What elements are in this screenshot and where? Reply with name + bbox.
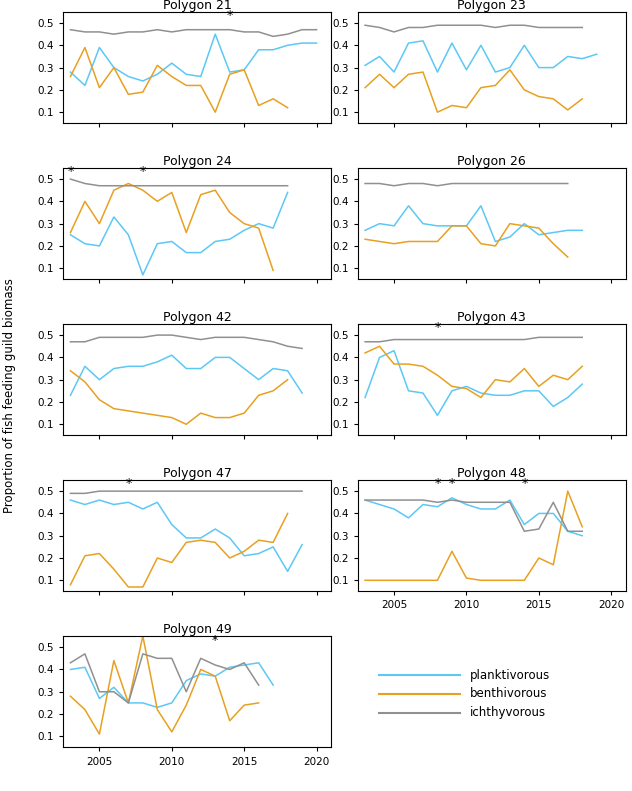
Text: *: *: [434, 478, 441, 490]
Text: *: *: [212, 634, 218, 646]
Title: Polygon 48: Polygon 48: [458, 467, 526, 480]
Title: Polygon 49: Polygon 49: [163, 623, 231, 636]
Text: *: *: [125, 478, 131, 490]
Text: *: *: [227, 9, 233, 22]
Title: Polygon 26: Polygon 26: [458, 155, 526, 168]
Text: planktivorous: planktivorous: [470, 668, 550, 682]
Title: Polygon 43: Polygon 43: [458, 311, 526, 324]
Title: Polygon 21: Polygon 21: [163, 0, 231, 12]
Text: benthivorous: benthivorous: [470, 687, 548, 701]
Title: Polygon 23: Polygon 23: [458, 0, 526, 12]
Title: Polygon 47: Polygon 47: [162, 467, 231, 480]
Text: *: *: [140, 165, 146, 179]
Text: *: *: [68, 165, 73, 179]
Title: Polygon 24: Polygon 24: [163, 155, 231, 168]
Text: ichthyvorous: ichthyvorous: [470, 706, 547, 720]
Text: *: *: [449, 478, 455, 490]
Text: *: *: [434, 321, 441, 335]
Text: Proportion of fish feeding guild biomass: Proportion of fish feeding guild biomass: [3, 278, 16, 513]
Text: *: *: [521, 478, 528, 490]
Title: Polygon 42: Polygon 42: [163, 311, 231, 324]
